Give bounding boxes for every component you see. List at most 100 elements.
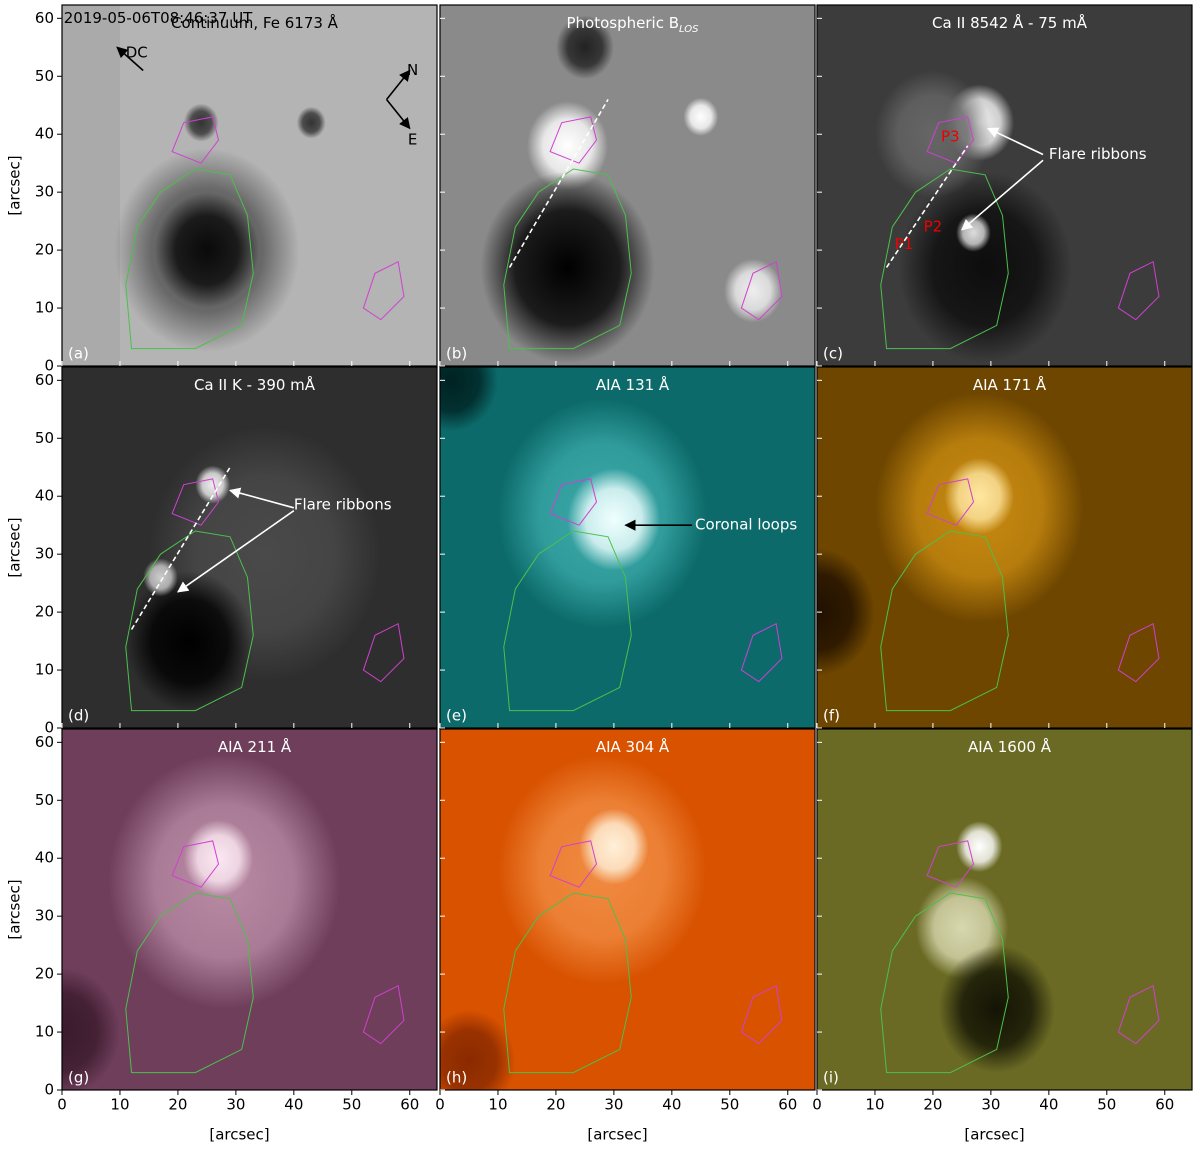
contour-magenta [926,840,975,888]
y-tick-label: 60 [35,9,54,27]
y-tick-label: 30 [35,545,54,563]
panel [62,367,437,728]
panel-title: Ca II 8542 Å - 75 mÅ [932,13,1088,32]
x-tick-label: 60 [1155,1096,1174,1114]
x-tick-label: 10 [488,1096,507,1114]
x-tick-label: 50 [1097,1096,1116,1114]
panel-frame [61,4,438,367]
image-feature [724,258,782,323]
x-axis-label: [arcsec] [964,1126,1024,1144]
contour-magenta [926,478,975,526]
panel [817,5,1192,366]
panel [817,367,1192,728]
x-tick-label: 0 [812,1096,822,1114]
panel-frame [61,728,438,1091]
y-tick-label: 60 [35,733,54,751]
panel [440,5,815,366]
annotation: P3 [941,128,960,146]
annotation: Flare ribbons [1049,145,1147,163]
panel-title-text: AIA 211 Å [218,737,292,756]
panel-label: (g) [68,1069,89,1087]
panel-title: Photospheric BLOS [567,14,700,35]
arrow [229,487,295,509]
image-feature [125,570,254,712]
x-tick-label: 30 [604,1096,623,1114]
y-tick-label: 0 [44,719,54,737]
contour-magenta [926,116,975,164]
y-tick-label: 40 [35,487,54,505]
x-tick-label: 30 [981,1096,1000,1114]
panel [62,729,437,1090]
arrow [986,127,1044,156]
contour-magenta [171,840,220,888]
y-tick-label: 40 [35,849,54,867]
panel-title: AIA 211 Å [218,737,292,756]
y-tick-label: 30 [35,907,54,925]
annotation: P2 [924,217,943,235]
image-feature [440,1010,516,1090]
x-tick-label: 40 [1039,1096,1058,1114]
panel-title: Continuum, Fe 6173 Å [171,13,339,32]
y-tick-label: 20 [35,241,54,259]
contour-magenta [549,840,598,888]
image-feature [62,968,120,1090]
y-tick-label: 10 [35,1023,54,1041]
y-tick-label: 10 [35,661,54,679]
image-feature [874,70,991,198]
annotation: N [407,61,418,79]
annotation: E [408,131,417,149]
panel-frame [816,728,1193,1091]
y-axis-label: [arcsec] [6,155,24,215]
x-tick-label: 50 [720,1096,739,1114]
x-tick-label: 30 [226,1096,245,1114]
contour-magenta [1117,984,1160,1045]
panel-title-text: AIA 171 Å [973,375,1047,394]
image-feature [898,171,1073,364]
annotation: DC [126,44,148,62]
x-tick-label: 20 [923,1096,942,1114]
contour-magenta [1117,622,1160,683]
panel-title-text: AIA 1600 Å [968,737,1052,756]
panel [817,729,1192,1090]
image-feature [183,819,254,897]
annotation: 2019-05-06T08:46:37 UT [64,9,253,27]
panel [62,5,437,366]
panel-label: (f) [823,707,840,725]
contour-green [880,892,1009,1074]
contour-green [503,892,632,1074]
panel-title: AIA 304 Å [596,737,670,756]
x-axis-label: [arcsec] [209,1126,269,1144]
image-feature [956,821,1003,873]
y-tick-label: 50 [35,429,54,447]
y-axis-label: [arcsec] [6,879,24,939]
annotation: Flare ribbons [294,495,392,513]
y-tick-label: 0 [44,357,54,375]
x-tick-label: 60 [400,1096,419,1114]
panel-title-sub: LOS [679,24,699,35]
contour-green [503,530,632,712]
x-tick-label: 60 [778,1096,797,1114]
panel-strip [62,5,120,366]
panel-title-text: Photospheric B [567,14,680,32]
panel-label: (i) [823,1069,839,1087]
y-tick-label: 60 [35,371,54,389]
image-feature [183,103,219,142]
panel-label: (a) [68,345,89,363]
y-tick-label: 50 [35,791,54,809]
contour-green [503,168,632,350]
panel [440,367,815,728]
panel-title: AIA 1600 Å [968,737,1052,756]
x-tick-label: 50 [342,1096,361,1114]
panel-frame [816,366,1193,729]
panel-title-text: AIA 304 Å [596,737,670,756]
contour-magenta [362,984,405,1045]
y-axis-label: [arcsec] [6,517,24,577]
y-tick-label: 0 [44,1081,54,1099]
contour-magenta [549,478,598,526]
panel [440,729,815,1090]
arrow [385,69,411,100]
y-tick-label: 30 [35,183,54,201]
y-tick-label: 20 [35,603,54,621]
y-tick-label: 50 [35,67,54,85]
contour-magenta [740,984,783,1045]
